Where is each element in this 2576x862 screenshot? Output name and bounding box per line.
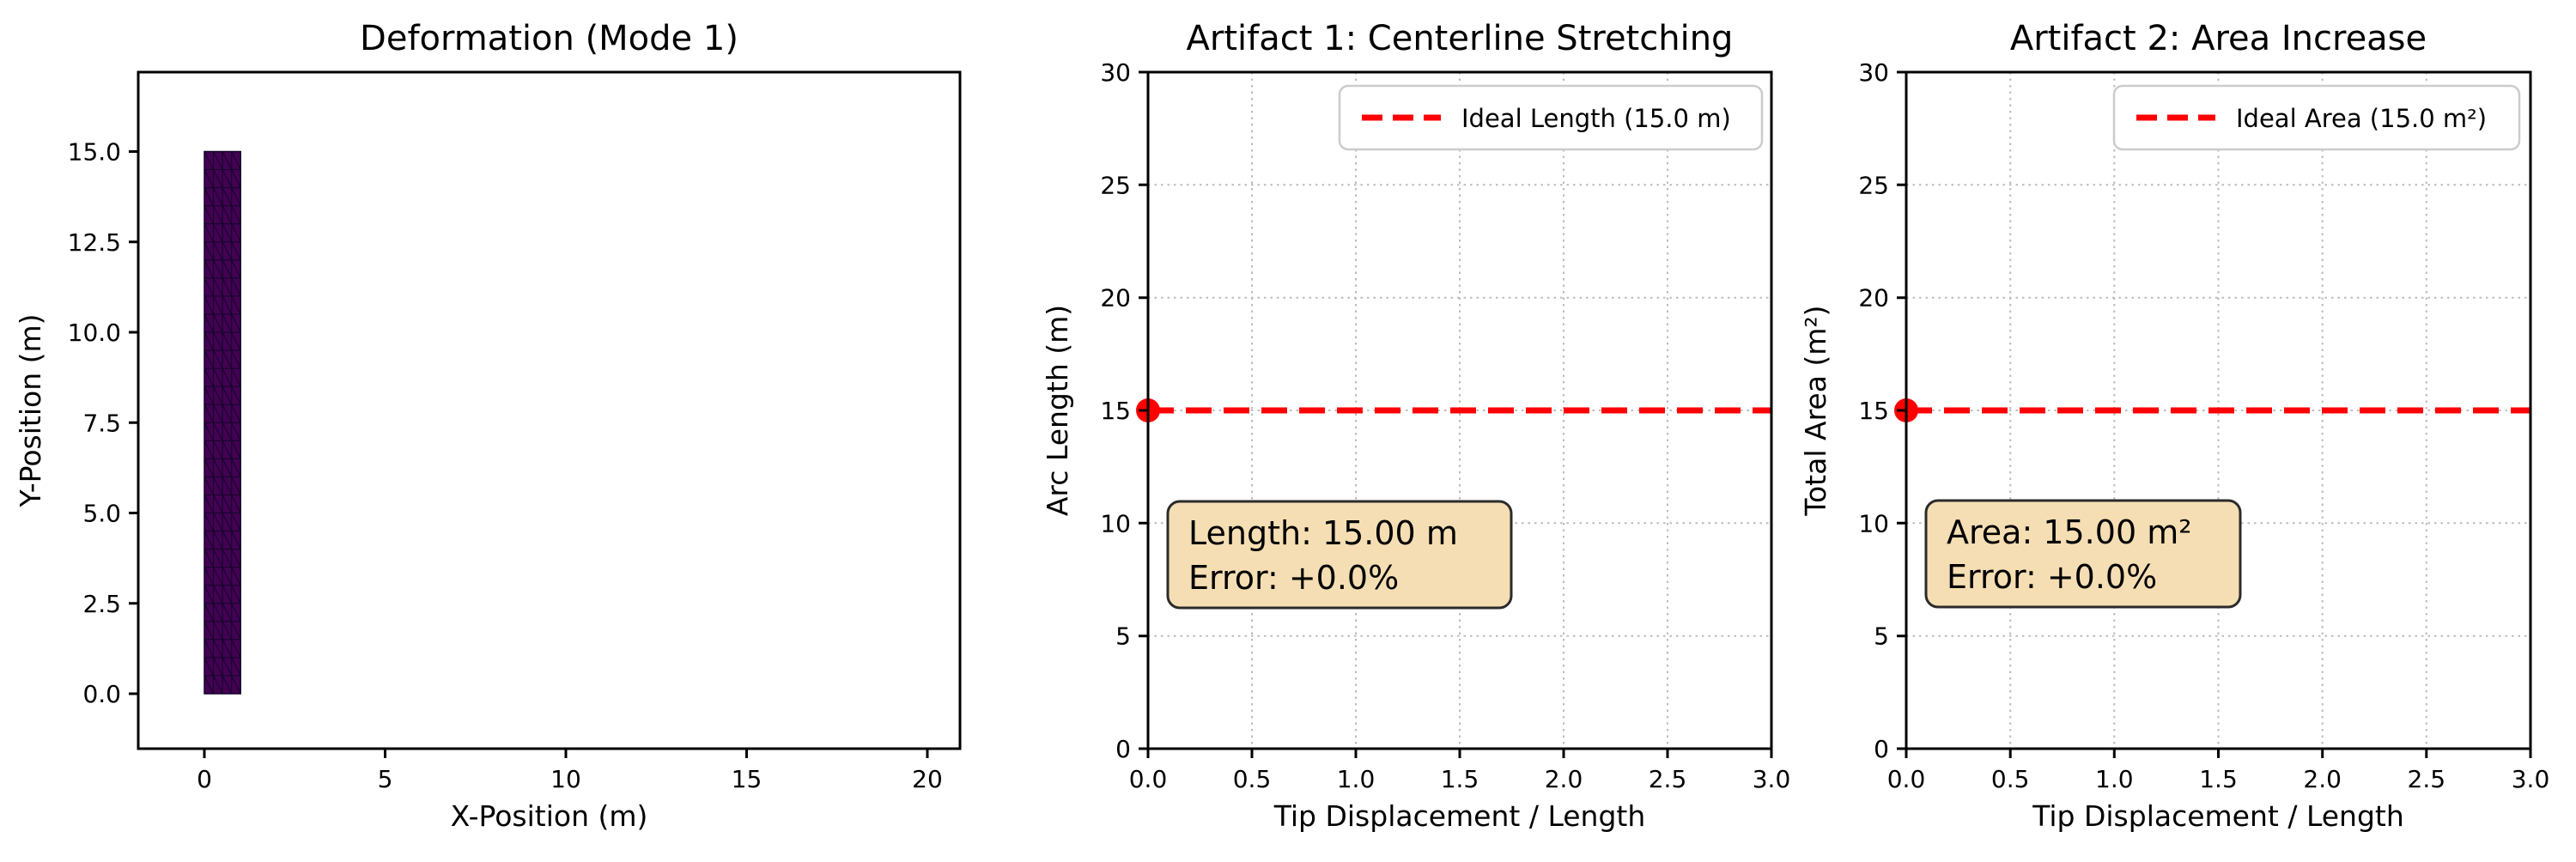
plot2-annotation-box — [1166, 500, 1513, 610]
plot1-title: Deformation (Mode 1) — [360, 19, 738, 58]
plot1-xlabel: X-Position (m) — [451, 799, 648, 833]
plot1-x-tick-label-4: 20 — [912, 765, 943, 793]
plot2-annotation: Length: 15.00 m Error: +0.0% — [1166, 500, 1513, 610]
plot3-title: Artifact 2: Area Increase — [2010, 19, 2427, 58]
plot1-axes-frame — [137, 70, 962, 750]
deformation-plot: Deformation (Mode 1) 0 5 10 15 20 0.0 2.… — [14, 19, 962, 833]
plot2-x-tick-label-2: 1.0 — [1337, 765, 1376, 793]
plot1-y-tick-label-6: 15.0 — [68, 138, 121, 167]
plot2-y-tick-label-6: 30 — [1100, 58, 1131, 87]
plot3-annotation: Area: 15.00 m² Error: +0.0% — [1924, 499, 2242, 609]
plot3-x-tick-marks — [1905, 749, 2532, 758]
plot2-title: Artifact 1: Centerline Stretching — [1187, 19, 1734, 58]
plot3-legend-box — [2112, 84, 2521, 151]
plot2-xlabel: Tip Displacement / Length — [1273, 799, 1646, 833]
plot3-annotation-line2: Error: +0.0% — [1947, 558, 2157, 596]
plot1-y-tick-label-2: 5.0 — [82, 500, 121, 528]
plot3-xlabel: Tip Displacement / Length — [2032, 799, 2404, 833]
plot2-x-tick-label-5: 2.5 — [1649, 765, 1687, 793]
plot2-legend-box — [1338, 84, 1764, 151]
plot1-y-tick-label-1: 2.5 — [82, 590, 121, 618]
plot2-y-tick-label-4: 20 — [1100, 284, 1131, 313]
plot3-x-tick-label-5: 2.5 — [2408, 765, 2446, 793]
plot3-x-tick-label-3: 1.5 — [2199, 765, 2238, 793]
plot3-y-tick-label-0: 0 — [1874, 735, 1889, 763]
centerline-stretching-plot: Artifact 1: Centerline Stretching 0.0 0.… — [1041, 19, 1790, 833]
plot2-x-tick-marks — [1146, 749, 1773, 758]
plot2-x-tick-label-0: 0.0 — [1129, 765, 1168, 793]
plot3-legend: Ideal Area (15.0 m²) — [2112, 84, 2521, 151]
plot3-x-tick-label-6: 3.0 — [2512, 765, 2550, 793]
plot1-y-tick-label-0: 0.0 — [82, 680, 121, 708]
plot3-legend-label: Ideal Area (15.0 m²) — [2236, 104, 2487, 133]
plot3-x-tick-label-4: 2.0 — [2303, 765, 2342, 793]
plot3-y-tick-label-1: 5 — [1874, 622, 1889, 651]
plot1-y-tick-marks — [129, 150, 138, 695]
plot2-y-tick-label-5: 25 — [1100, 171, 1131, 199]
plot3-y-tick-label-6: 30 — [1858, 58, 1889, 87]
plot1-y-tick-label-5: 12.5 — [68, 228, 121, 257]
plot2-x-tick-label-6: 3.0 — [1753, 765, 1791, 793]
beam-mesh — [204, 150, 241, 695]
plot3-x-tick-label-2: 1.0 — [2095, 765, 2134, 793]
plot3-y-tick-label-2: 10 — [1858, 509, 1889, 537]
plot3-annotation-line1: Area: 15.00 m² — [1947, 513, 2191, 551]
plot2-y-tick-label-2: 10 — [1100, 509, 1131, 537]
plot1-ylabel: Y-Position (m) — [14, 313, 47, 507]
plot2-y-tick-marks — [1139, 70, 1148, 750]
plot1-x-tick-label-0: 0 — [197, 765, 212, 793]
plot1-x-tick-label-2: 10 — [550, 765, 581, 793]
plot3-ylabel: Total Area (m²) — [1799, 305, 1832, 516]
plot1-x-tick-marks — [203, 749, 929, 758]
plot3-annotation-box — [1924, 499, 2242, 609]
plot1-y-tick-label-3: 7.5 — [82, 409, 121, 437]
plot1-y-tick-label-4: 10.0 — [68, 319, 121, 347]
area-increase-plot: Artifact 2: Area Increase 0.0 0.5 1.0 1.… — [1799, 19, 2549, 833]
plot2-ylabel: Arc Length (m) — [1041, 305, 1074, 516]
plot1-x-tick-label-1: 5 — [378, 765, 393, 793]
plot2-legend: Ideal Length (15.0 m) — [1338, 84, 1764, 151]
plot3-y-tick-label-3: 15 — [1858, 397, 1889, 425]
plot2-x-tick-label-1: 0.5 — [1233, 765, 1272, 793]
plot3-y-tick-label-5: 25 — [1858, 171, 1889, 199]
plot3-x-tick-label-1: 0.5 — [1991, 765, 2030, 793]
plot1-x-tick-label-3: 15 — [732, 765, 762, 793]
plot2-annotation-line1: Length: 15.00 m — [1188, 514, 1458, 552]
plot2-legend-label: Ideal Length (15.0 m) — [1461, 104, 1731, 133]
plot3-x-tick-label-0: 0.0 — [1887, 765, 1926, 793]
plot3-y-tick-label-4: 20 — [1858, 284, 1889, 313]
plot2-x-tick-label-4: 2.0 — [1545, 765, 1583, 793]
plot3-y-tick-marks — [1897, 70, 1906, 750]
plot2-y-tick-label-3: 15 — [1100, 397, 1131, 425]
plot2-x-tick-label-3: 1.5 — [1441, 765, 1479, 793]
plot2-y-tick-label-1: 5 — [1115, 622, 1131, 651]
plot2-y-tick-label-0: 0 — [1115, 735, 1131, 763]
plot2-annotation-line2: Error: +0.0% — [1188, 559, 1399, 597]
